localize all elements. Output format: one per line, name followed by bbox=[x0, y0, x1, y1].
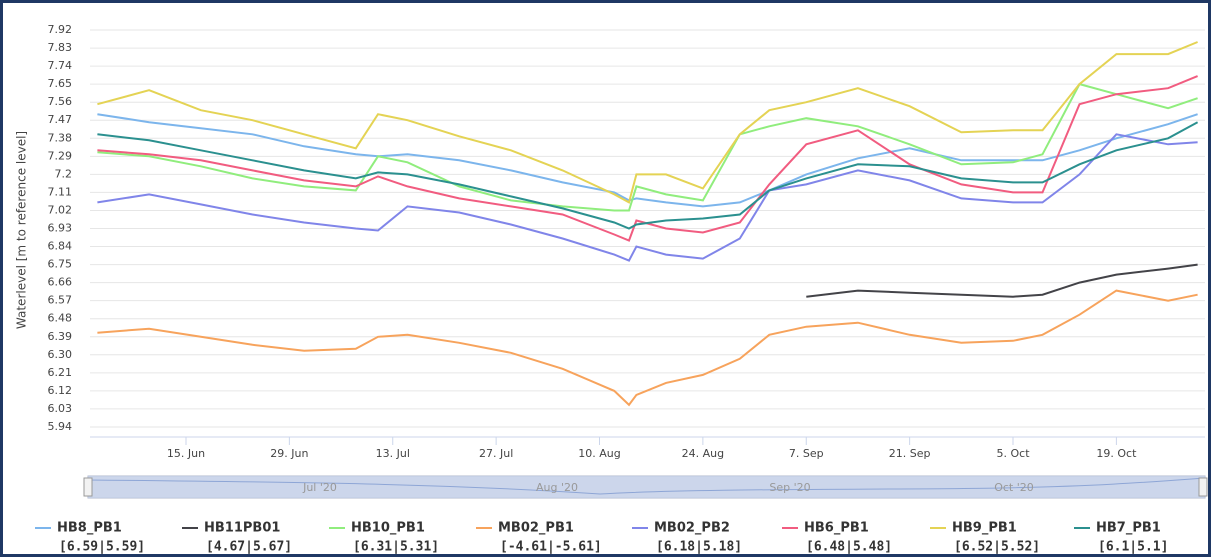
legend-range[interactable]: [6.31|5.31] bbox=[353, 540, 439, 555]
y-tick-label: 7.38 bbox=[48, 131, 73, 144]
x-tick-label: 5. Oct bbox=[997, 447, 1031, 460]
y-tick-label: 7.83 bbox=[48, 41, 73, 54]
y-tick-label: 6.12 bbox=[48, 384, 73, 397]
y-tick-label: 6.03 bbox=[48, 402, 73, 415]
navigator-window[interactable] bbox=[88, 476, 1205, 498]
legend-name[interactable]: HB6_PB1 bbox=[804, 521, 869, 536]
legend-range[interactable]: [6.48|5.48] bbox=[806, 540, 892, 555]
y-axis-label: Waterlevel [m to reference level] bbox=[15, 131, 29, 329]
navigator-label: Jul '20 bbox=[302, 481, 337, 494]
y-tick-label: 6.75 bbox=[48, 258, 73, 271]
x-tick-label: 10. Aug bbox=[578, 447, 620, 460]
legend-name[interactable]: HB9_PB1 bbox=[952, 521, 1017, 536]
legend-range[interactable]: [4.67|5.67] bbox=[206, 540, 292, 555]
navigator-label: Aug '20 bbox=[536, 481, 578, 494]
series-line bbox=[97, 82, 1198, 212]
y-tick-label: 7.47 bbox=[48, 113, 73, 126]
y-tick-label: 7.2 bbox=[55, 167, 73, 180]
y-tick-label: 7.65 bbox=[48, 77, 73, 90]
legend-range[interactable]: [6.1|5.1] bbox=[1098, 540, 1168, 555]
y-tick-label: 6.57 bbox=[48, 294, 73, 307]
x-tick-label: 7. Sep bbox=[789, 447, 824, 460]
navigator-line bbox=[87, 477, 1206, 495]
legend-name[interactable]: HB10_PB1 bbox=[351, 521, 425, 536]
navigator-handle[interactable] bbox=[83, 477, 93, 497]
legend-range[interactable]: [6.18|5.18] bbox=[656, 540, 742, 555]
y-tick-label: 6.48 bbox=[48, 312, 73, 325]
series-line bbox=[97, 75, 1198, 242]
x-tick-label: 27. Jul bbox=[479, 447, 513, 460]
legend-name[interactable]: MB02_PB2 bbox=[654, 521, 730, 536]
navigator-label: Sep '20 bbox=[769, 481, 810, 494]
y-tick-label: 7.29 bbox=[48, 149, 73, 162]
series-line bbox=[97, 121, 1199, 230]
legend-range[interactable]: [6.59|5.59] bbox=[59, 540, 145, 555]
series-line bbox=[97, 113, 1198, 208]
y-tick-label: 6.66 bbox=[48, 276, 73, 289]
series-line bbox=[97, 289, 1198, 407]
x-tick-label: 13. Jul bbox=[376, 447, 410, 460]
y-tick-label: 7.02 bbox=[48, 203, 73, 216]
legend-range[interactable]: [6.52|5.52] bbox=[954, 540, 1040, 555]
y-tick-label: 6.84 bbox=[48, 240, 73, 253]
y-tick-label: 7.92 bbox=[48, 23, 73, 36]
legend-range[interactable]: [-4.61|-5.61] bbox=[500, 540, 602, 555]
x-tick-label: 24. Aug bbox=[682, 447, 724, 460]
legend-name[interactable]: HB8_PB1 bbox=[57, 521, 122, 536]
x-tick-label: 21. Sep bbox=[889, 447, 931, 460]
series-line bbox=[97, 41, 1198, 204]
navigator-label: Oct '20 bbox=[994, 481, 1034, 494]
y-tick-label: 6.30 bbox=[48, 348, 73, 361]
y-tick-label: 7.74 bbox=[48, 59, 73, 72]
legend-name[interactable]: MB02_PB1 bbox=[498, 521, 574, 536]
y-tick-label: 5.94 bbox=[48, 420, 73, 433]
y-tick-label: 6.39 bbox=[48, 330, 73, 343]
series-line bbox=[97, 133, 1198, 262]
y-tick-label: 6.21 bbox=[48, 366, 73, 379]
x-tick-label: 15. Jun bbox=[167, 447, 205, 460]
x-tick-label: 19. Oct bbox=[1096, 447, 1137, 460]
legend-name[interactable]: HB11PB01 bbox=[204, 521, 280, 536]
legend-name[interactable]: HB7_PB1 bbox=[1096, 521, 1161, 536]
series-line bbox=[806, 263, 1198, 298]
navigator-handle[interactable] bbox=[1198, 477, 1208, 497]
x-tick-label: 29. Jun bbox=[270, 447, 308, 460]
y-tick-label: 7.56 bbox=[48, 95, 73, 108]
y-tick-label: 7.11 bbox=[48, 185, 73, 198]
y-tick-label: 6.93 bbox=[48, 221, 73, 234]
